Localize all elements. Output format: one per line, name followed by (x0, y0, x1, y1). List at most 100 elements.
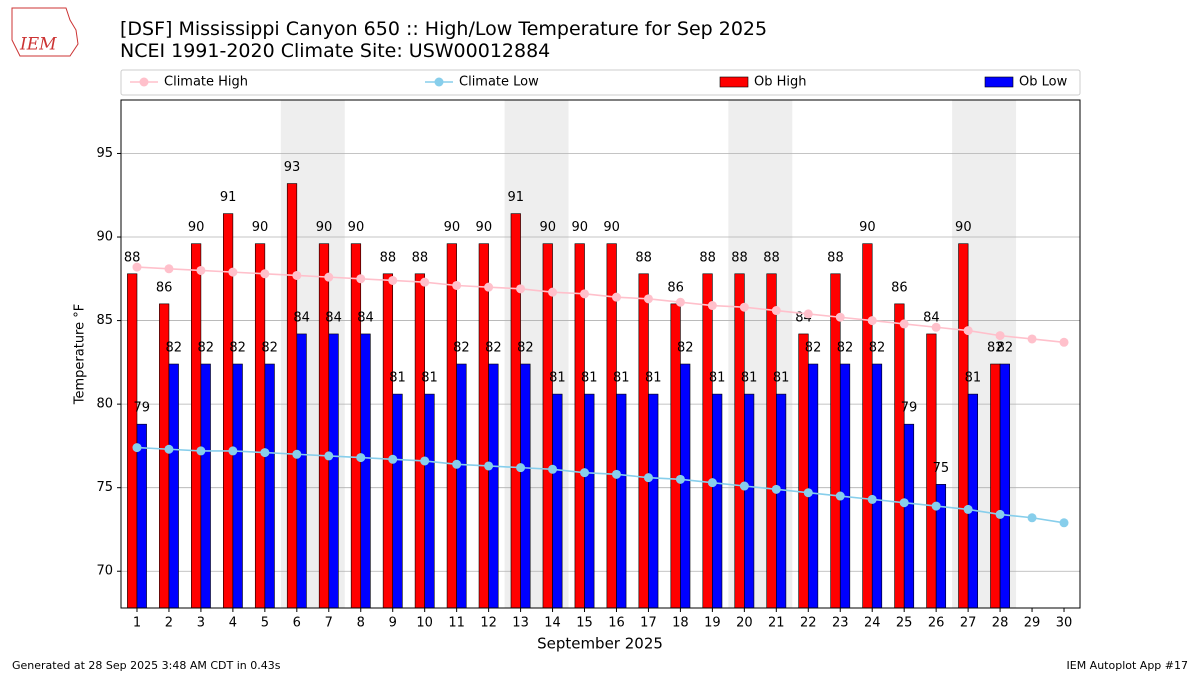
data-label: 90 (348, 220, 365, 235)
legend-swatch (719, 76, 749, 88)
x-axis-label: September 2025 (537, 635, 663, 653)
data-label: 82 (229, 341, 246, 356)
line-point (420, 456, 430, 466)
data-label: 81 (773, 371, 790, 386)
line-point (931, 322, 941, 332)
line-point (803, 309, 813, 319)
line-point (931, 501, 941, 511)
legend-marker (139, 77, 149, 87)
line-point (995, 509, 1005, 519)
data-label: 81 (549, 371, 566, 386)
data-label: 90 (955, 220, 972, 235)
data-label: 86 (891, 280, 908, 295)
data-label: 93 (284, 160, 301, 175)
data-label: 81 (965, 371, 982, 386)
data-label: 90 (859, 220, 876, 235)
data-label: 82 (997, 341, 1014, 356)
line-point (484, 282, 494, 292)
bar (456, 363, 467, 609)
line-point (643, 294, 653, 304)
data-label: 90 (476, 220, 493, 235)
x-tick-label: 24 (864, 616, 881, 631)
line-point (771, 484, 781, 494)
data-label: 86 (667, 280, 684, 295)
line-point (516, 463, 526, 473)
bar (584, 393, 595, 609)
data-label: 86 (156, 280, 173, 295)
x-tick-label: 21 (768, 616, 785, 631)
chart-subtitle: NCEI 1991-2020 Climate Site: USW00012884 (120, 40, 550, 62)
data-label: 79 (901, 401, 918, 416)
line-point (675, 474, 685, 484)
x-tick-label: 11 (448, 616, 465, 631)
data-label: 82 (485, 341, 502, 356)
x-tick-label: 26 (928, 616, 945, 631)
line-point (963, 504, 973, 514)
line-point (196, 265, 206, 275)
line-point (580, 289, 590, 299)
x-tick-label: 16 (608, 616, 625, 631)
data-label: 82 (805, 341, 822, 356)
y-axis-label: Temperature °F (73, 304, 88, 405)
legend-marker (434, 77, 444, 87)
data-label: 84 (923, 310, 940, 325)
bar (712, 393, 723, 609)
line-point (835, 491, 845, 501)
data-label: 88 (731, 250, 748, 265)
data-label: 81 (581, 371, 598, 386)
x-tick-label: 8 (357, 616, 365, 631)
logo-text: IEM (19, 35, 57, 55)
line-point (356, 453, 366, 463)
bar (702, 273, 713, 609)
line-point (771, 306, 781, 316)
x-tick-label: 27 (960, 616, 977, 631)
x-tick-label: 15 (576, 616, 593, 631)
data-label: 90 (603, 220, 620, 235)
bar (264, 363, 275, 609)
legend-swatch (984, 76, 1014, 88)
bar (798, 333, 809, 609)
legend-label: Climate High (164, 75, 248, 90)
line-point (388, 275, 398, 285)
footer-left: Generated at 28 Sep 2025 3:48 AM CDT in … (12, 659, 281, 672)
x-tick-label: 2 (165, 616, 173, 631)
data-label: 90 (571, 220, 588, 235)
y-tick-label: 75 (96, 480, 113, 495)
line-point (675, 297, 685, 307)
bar (958, 243, 969, 609)
data-label: 90 (252, 220, 269, 235)
line-point (228, 267, 238, 277)
bar (478, 243, 489, 609)
line-series (136, 446, 1065, 524)
data-label: 90 (539, 220, 556, 235)
data-label: 84 (325, 310, 342, 325)
bar (648, 393, 659, 609)
x-tick-label: 19 (704, 616, 721, 631)
data-label: 82 (165, 341, 182, 356)
bar (200, 363, 211, 609)
bar (328, 333, 339, 609)
bar (680, 363, 691, 609)
line-point (739, 302, 749, 312)
x-tick-label: 28 (992, 616, 1009, 631)
bar (424, 393, 435, 609)
bar (734, 273, 745, 609)
line-point (611, 469, 621, 479)
data-label: 82 (869, 341, 886, 356)
line-point (963, 326, 973, 336)
data-label: 88 (412, 250, 429, 265)
logo: IEM (11, 7, 79, 57)
bar (999, 363, 1010, 609)
bar (830, 273, 841, 609)
legend-label: Ob Low (1019, 75, 1068, 90)
line-point (292, 449, 302, 459)
bar (839, 363, 851, 609)
data-label: 84 (293, 310, 310, 325)
bar (903, 423, 915, 609)
data-label: 88 (699, 250, 716, 265)
y-tick-label: 70 (96, 564, 113, 579)
x-tick-label: 4 (229, 616, 237, 631)
line-point (1059, 518, 1069, 528)
line-point (548, 464, 558, 474)
bar (616, 393, 627, 609)
